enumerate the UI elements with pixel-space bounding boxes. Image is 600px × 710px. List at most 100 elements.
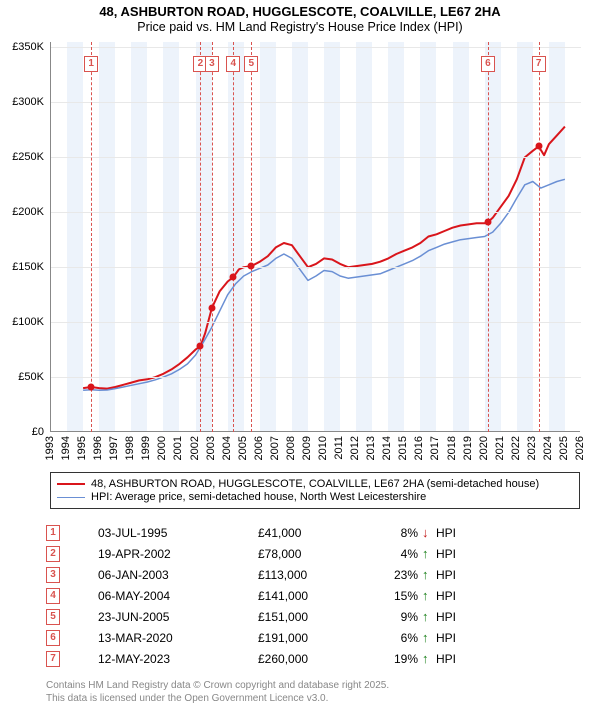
event-number-box: 6 bbox=[46, 630, 60, 646]
legend-swatch bbox=[57, 483, 85, 485]
series-line-hpi bbox=[83, 179, 565, 390]
x-tick-label: 1999 bbox=[140, 436, 152, 460]
y-tick-label: £350K bbox=[12, 41, 44, 53]
event-hpi-label: HPI bbox=[436, 568, 466, 582]
event-hpi-label: HPI bbox=[436, 652, 466, 666]
event-price: £151,000 bbox=[258, 610, 368, 624]
event-hpi-label: HPI bbox=[436, 547, 466, 561]
event-row: 613-MAR-2020£191,0006%↑HPI bbox=[46, 627, 466, 648]
x-tick-label: 2016 bbox=[413, 436, 425, 460]
arrow-up-icon: ↑ bbox=[422, 609, 436, 624]
event-marker-box: 5 bbox=[244, 56, 258, 72]
x-tick-label: 2023 bbox=[526, 436, 538, 460]
event-hpi-label: HPI bbox=[436, 631, 466, 645]
event-marker-line bbox=[212, 42, 213, 432]
event-number-box: 5 bbox=[46, 609, 60, 625]
event-row: 2 19-APR-2002£78,0004%↑HPI bbox=[46, 543, 466, 564]
x-tick-label: 2001 bbox=[172, 436, 184, 460]
x-tick-label: 2002 bbox=[189, 436, 201, 460]
plot-region: 1234567 bbox=[50, 42, 580, 432]
x-tick-label: 2022 bbox=[510, 436, 522, 460]
event-marker-box: 7 bbox=[532, 56, 546, 72]
x-tick-label: 1994 bbox=[60, 436, 72, 460]
gridline-h bbox=[51, 47, 581, 48]
legend-label: HPI: Average price, semi-detached house,… bbox=[91, 491, 426, 503]
x-tick-label: 1996 bbox=[92, 436, 104, 460]
legend-swatch bbox=[57, 497, 85, 498]
chart-title-block: 48, ASHBURTON ROAD, HUGGLESCOTE, COALVIL… bbox=[0, 0, 600, 34]
event-marker-box: 4 bbox=[226, 56, 240, 72]
event-pct: 6% bbox=[368, 631, 422, 645]
legend-row: 48, ASHBURTON ROAD, HUGGLESCOTE, COALVIL… bbox=[57, 478, 573, 490]
arrow-up-icon: ↑ bbox=[422, 588, 436, 603]
x-tick-label: 2003 bbox=[205, 436, 217, 460]
event-dot bbox=[208, 304, 215, 311]
event-number-box: 4 bbox=[46, 588, 60, 604]
gridline-h bbox=[51, 322, 581, 323]
event-pct: 19% bbox=[368, 652, 422, 666]
y-tick-label: £250K bbox=[12, 151, 44, 163]
event-pct: 4% bbox=[368, 547, 422, 561]
chart-title-line1: 48, ASHBURTON ROAD, HUGGLESCOTE, COALVIL… bbox=[0, 4, 600, 19]
event-number-box: 2 bbox=[46, 546, 60, 562]
event-date: 19-APR-2002 bbox=[98, 547, 258, 561]
arrow-up-icon: ↑ bbox=[422, 567, 436, 582]
event-row: 523-JUN-2005£151,0009%↑HPI bbox=[46, 606, 466, 627]
event-dot bbox=[484, 219, 491, 226]
x-tick-label: 2020 bbox=[478, 436, 490, 460]
event-number-box: 3 bbox=[46, 567, 60, 583]
event-pct: 15% bbox=[368, 589, 422, 603]
x-tick-label: 2005 bbox=[237, 436, 249, 460]
event-dot bbox=[230, 274, 237, 281]
y-tick-label: £50K bbox=[18, 371, 44, 383]
gridline-h bbox=[51, 212, 581, 213]
x-tick-label: 1998 bbox=[124, 436, 136, 460]
event-price: £191,000 bbox=[258, 631, 368, 645]
event-date: 12-MAY-2023 bbox=[98, 652, 258, 666]
x-tick-label: 2009 bbox=[301, 436, 313, 460]
event-number-box: 7 bbox=[46, 651, 60, 667]
legend-label: 48, ASHBURTON ROAD, HUGGLESCOTE, COALVIL… bbox=[91, 478, 539, 490]
event-price: £78,000 bbox=[258, 547, 368, 561]
y-tick-label: £0 bbox=[32, 426, 44, 438]
x-tick-label: 2019 bbox=[462, 436, 474, 460]
event-date: 23-JUN-2005 bbox=[98, 610, 258, 624]
event-hpi-label: HPI bbox=[436, 526, 466, 540]
x-tick-label: 2021 bbox=[494, 436, 506, 460]
x-tick-label: 2024 bbox=[542, 436, 554, 460]
event-price: £113,000 bbox=[258, 568, 368, 582]
arrow-up-icon: ↑ bbox=[422, 546, 436, 561]
event-dot bbox=[197, 343, 204, 350]
x-tick-label: 2015 bbox=[397, 436, 409, 460]
x-tick-label: 1997 bbox=[108, 436, 120, 460]
event-date: 06-MAY-2004 bbox=[98, 589, 258, 603]
event-marker-box: 6 bbox=[481, 56, 495, 72]
event-marker-box: 3 bbox=[205, 56, 219, 72]
x-tick-label: 2010 bbox=[317, 436, 329, 460]
event-hpi-label: HPI bbox=[436, 589, 466, 603]
event-row: 4 06-MAY-2004£141,00015%↑HPI bbox=[46, 585, 466, 606]
series-line-price_paid bbox=[83, 127, 565, 389]
event-table: 103-JUL-1995£41,0008%↓HPI 2 19-APR-2002£78… bbox=[46, 522, 466, 669]
gridline-h bbox=[51, 157, 581, 158]
x-tick-label: 2017 bbox=[429, 436, 441, 460]
event-marker-line bbox=[233, 42, 234, 432]
event-marker-line bbox=[539, 42, 540, 432]
x-tick-label: 2025 bbox=[558, 436, 570, 460]
event-pct: 23% bbox=[368, 568, 422, 582]
x-tick-label: 2000 bbox=[156, 436, 168, 460]
event-price: £141,000 bbox=[258, 589, 368, 603]
event-date: 13-MAR-2020 bbox=[98, 631, 258, 645]
event-marker-box: 1 bbox=[84, 56, 98, 72]
x-tick-label: 2008 bbox=[285, 436, 297, 460]
gridline-h bbox=[51, 102, 581, 103]
y-tick-label: £150K bbox=[12, 261, 44, 273]
event-pct: 9% bbox=[368, 610, 422, 624]
event-dot bbox=[248, 263, 255, 270]
x-tick-label: 2014 bbox=[381, 436, 393, 460]
y-tick-label: £100K bbox=[12, 316, 44, 328]
legend-row: HPI: Average price, semi-detached house,… bbox=[57, 491, 573, 503]
event-marker-line bbox=[200, 42, 201, 432]
event-marker-line bbox=[91, 42, 92, 432]
event-row: 103-JUL-1995£41,0008%↓HPI bbox=[46, 522, 466, 543]
